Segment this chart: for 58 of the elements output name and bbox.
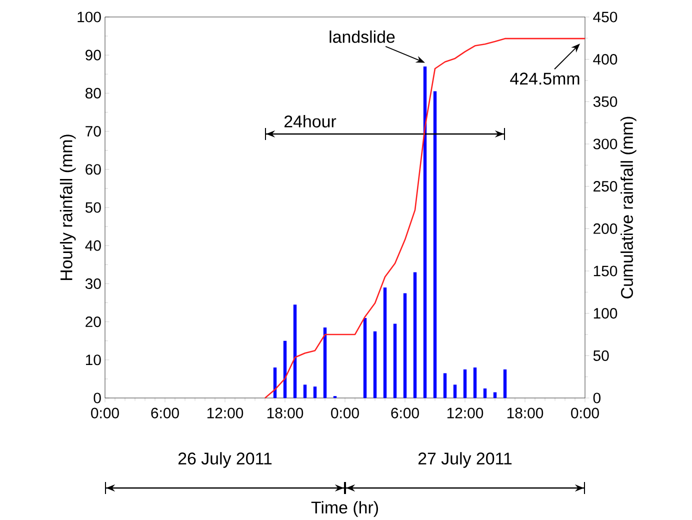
- bar: [473, 367, 477, 398]
- x-tick-label: 0:00: [571, 408, 599, 418]
- y2-tick-label: 200: [594, 223, 618, 234]
- bar: [393, 324, 397, 398]
- y-tick-label: 80: [86, 88, 101, 98]
- bar: [313, 386, 317, 398]
- bar: [463, 369, 467, 398]
- bar: [443, 373, 447, 398]
- bar: [433, 91, 437, 398]
- bar: [303, 384, 307, 398]
- bar: [363, 318, 367, 398]
- y-axis-title: Hourly rainfall (mm): [60, 134, 76, 280]
- x-tick-label: 0:00: [91, 408, 119, 418]
- bar: [453, 384, 457, 398]
- y-tick-label: 20: [86, 316, 101, 327]
- y2-tick-label: 50: [593, 350, 609, 361]
- y2-tick-label: 400: [593, 54, 618, 65]
- bar: [483, 388, 487, 398]
- x-tick-label: 12:00: [447, 408, 484, 418]
- x-tick-label: 6:00: [391, 408, 419, 418]
- y2-tick-label: 100: [594, 308, 618, 319]
- y-tick-label: 10: [86, 354, 101, 366]
- x-tick-label: 0:00: [331, 408, 359, 418]
- x-tick-label: 18:00: [267, 408, 304, 418]
- bar: [413, 272, 417, 398]
- y2-tick-label: 300: [593, 138, 618, 150]
- bar: [493, 392, 497, 398]
- annotation: 24hour: [284, 114, 336, 128]
- y-tick-label: 40: [85, 240, 101, 251]
- x-tick-label: 6:00: [151, 408, 179, 418]
- annotation: landslide: [330, 30, 395, 43]
- annotation: 424.5mm: [510, 72, 580, 85]
- bar: [293, 304, 297, 398]
- y2-tick-label: 350: [593, 96, 618, 107]
- y-tick-label: 50: [85, 202, 101, 213]
- y-tick-label: 70: [86, 126, 101, 136]
- y2-tick-label: 450: [593, 12, 618, 22]
- bar: [503, 369, 507, 398]
- y2-tick-label: 250: [594, 180, 618, 192]
- y2-tick-label: 150: [594, 266, 618, 276]
- bar: [323, 327, 327, 398]
- text: 26 July 2011: [178, 452, 272, 468]
- x-axis-title: Time (hr): [311, 501, 378, 517]
- bar: [283, 340, 287, 398]
- text: 27 July 2011: [418, 452, 512, 468]
- x-tick-label: 18:00: [507, 408, 544, 418]
- y2-axis-title: Cumulative rainfall (mm): [620, 116, 636, 298]
- x-tick-label: 12:00: [207, 408, 244, 418]
- bar: [403, 293, 407, 398]
- bar: [373, 331, 377, 398]
- y-tick-label: 60: [86, 164, 101, 175]
- y-tick-label: 0: [94, 392, 101, 404]
- y-tick-label: 30: [85, 278, 101, 289]
- y-tick-label: 90: [86, 50, 101, 60]
- y-tick-label: 100: [78, 12, 101, 22]
- y2-tick-label: 0: [593, 392, 600, 404]
- bar: [383, 287, 387, 398]
- bar: [423, 66, 427, 398]
